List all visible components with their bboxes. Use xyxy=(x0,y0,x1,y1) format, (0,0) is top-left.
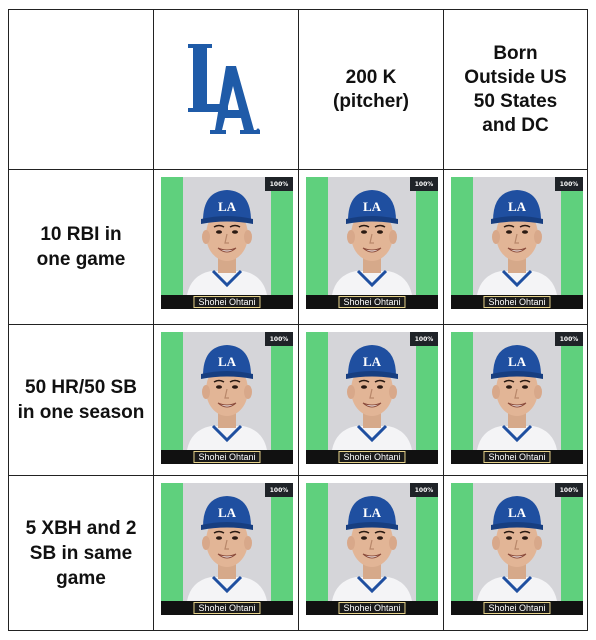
rarity-text: 100% xyxy=(559,335,579,343)
player-name: Shohei Ohtani xyxy=(483,296,551,308)
header-line: 200 K xyxy=(345,66,397,88)
rarity-text: 100% xyxy=(414,335,434,343)
player-name: Shohei Ohtani xyxy=(338,602,406,614)
player-card: LA 100% Shohei Ohtani xyxy=(306,483,438,615)
svg-text:LA: LA xyxy=(363,354,382,369)
row-header-50hr50sb: 50 HR/50 SB in one season xyxy=(9,325,153,475)
player-name: Shohei Ohtani xyxy=(483,602,551,614)
svg-text:LA: LA xyxy=(363,505,382,520)
svg-text:LA: LA xyxy=(508,505,527,520)
player-headshot: LA xyxy=(187,496,267,601)
rarity-badge: 100% xyxy=(265,483,293,497)
player-photo: LA xyxy=(328,177,416,295)
header-line: in one season xyxy=(17,402,145,423)
header-line: (pitcher) xyxy=(333,90,409,112)
player-headshot: LA xyxy=(332,345,412,450)
header-line: SB in same xyxy=(29,542,133,564)
column-header-born-outside: Born Outside US 50 States and DC xyxy=(444,10,587,169)
row-header-5xbh: 5 XBH and 2 SB in same game xyxy=(9,476,153,630)
rarity-text: 100% xyxy=(414,486,434,494)
header-line: 50 HR/50 SB xyxy=(25,377,137,398)
svg-text:LA: LA xyxy=(218,505,237,520)
player-name: Shohei Ohtani xyxy=(193,602,261,614)
player-headshot: LA xyxy=(477,345,557,450)
player-photo: LA xyxy=(183,332,271,450)
rarity-text: 100% xyxy=(269,335,289,343)
name-bar: Shohei Ohtani xyxy=(161,295,293,309)
player-headshot: LA xyxy=(477,190,557,295)
player-card: LA 100% Shohei Ohtani xyxy=(306,177,438,309)
header-line: one game xyxy=(36,249,126,270)
header-line: Outside US xyxy=(464,66,567,88)
player-headshot: LA xyxy=(187,345,267,450)
rarity-text: 100% xyxy=(414,180,434,188)
header-line: 10 RBI in xyxy=(40,224,122,245)
name-bar: Shohei Ohtani xyxy=(306,295,438,309)
rarity-badge: 100% xyxy=(555,177,583,191)
player-headshot: LA xyxy=(477,496,557,601)
svg-text:LA: LA xyxy=(363,199,382,214)
player-name: Shohei Ohtani xyxy=(193,296,261,308)
player-headshot: LA xyxy=(332,190,412,295)
name-bar: Shohei Ohtani xyxy=(451,450,583,464)
name-bar: Shohei Ohtani xyxy=(161,450,293,464)
rarity-badge: 100% xyxy=(555,332,583,346)
grid-line xyxy=(153,10,154,630)
dodgers-logo xyxy=(188,43,260,134)
player-card: LA 100% Shohei Ohtani xyxy=(161,177,293,309)
player-card: LA 100% Shohei Ohtani xyxy=(306,332,438,464)
grid-line xyxy=(9,169,587,170)
player-name: Shohei Ohtani xyxy=(338,296,406,308)
player-photo: LA xyxy=(473,483,561,601)
row-header-10rbi: 10 RBI in one game xyxy=(9,170,153,324)
player-name: Shohei Ohtani xyxy=(483,451,551,463)
name-bar: Shohei Ohtani xyxy=(451,295,583,309)
player-photo: LA xyxy=(183,177,271,295)
svg-text:LA: LA xyxy=(508,199,527,214)
rarity-badge: 100% xyxy=(410,177,438,191)
player-photo: LA xyxy=(473,332,561,450)
player-headshot: LA xyxy=(332,496,412,601)
player-photo: LA xyxy=(328,332,416,450)
grid-line xyxy=(298,10,299,630)
player-photo: LA xyxy=(328,483,416,601)
rarity-badge: 100% xyxy=(555,483,583,497)
player-photo: LA xyxy=(473,177,561,295)
player-headshot: LA xyxy=(187,190,267,295)
rarity-text: 100% xyxy=(559,180,579,188)
column-header-team xyxy=(154,10,298,169)
header-line: 5 XBH and 2 xyxy=(25,517,137,539)
rarity-badge: 100% xyxy=(410,483,438,497)
rarity-text: 100% xyxy=(559,486,579,494)
name-bar: Shohei Ohtani xyxy=(451,601,583,615)
player-card: LA 100% Shohei Ohtani xyxy=(451,332,583,464)
rarity-badge: 100% xyxy=(410,332,438,346)
svg-text:LA: LA xyxy=(218,199,237,214)
header-line: game xyxy=(56,567,106,589)
rarity-badge: 100% xyxy=(265,332,293,346)
player-photo: LA xyxy=(183,483,271,601)
column-header-200k: 200 K (pitcher) xyxy=(299,10,443,169)
player-card: LA 100% Shohei Ohtani xyxy=(161,332,293,464)
player-card: LA 100% Shohei Ohtani xyxy=(161,483,293,615)
rarity-badge: 100% xyxy=(265,177,293,191)
name-bar: Shohei Ohtani xyxy=(306,601,438,615)
grid-line xyxy=(9,324,587,325)
grid-line xyxy=(443,10,444,630)
rarity-text: 100% xyxy=(269,486,289,494)
rarity-text: 100% xyxy=(269,180,289,188)
player-name: Shohei Ohtani xyxy=(193,451,261,463)
svg-text:LA: LA xyxy=(218,354,237,369)
name-bar: Shohei Ohtani xyxy=(306,450,438,464)
name-bar: Shohei Ohtani xyxy=(161,601,293,615)
svg-text:LA: LA xyxy=(508,354,527,369)
header-line: and DC xyxy=(482,114,549,136)
player-name: Shohei Ohtani xyxy=(338,451,406,463)
immaculate-grid: 200 K (pitcher) Born Outside US 50 State… xyxy=(8,9,588,631)
player-card: LA 100% Shohei Ohtani xyxy=(451,177,583,309)
header-line: Born xyxy=(493,42,538,64)
header-line: 50 States xyxy=(473,90,558,112)
grid-line xyxy=(9,475,587,476)
player-card: LA 100% Shohei Ohtani xyxy=(451,483,583,615)
